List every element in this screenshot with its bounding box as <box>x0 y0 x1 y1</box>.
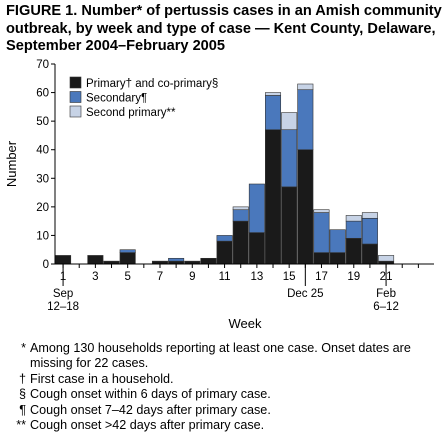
figure-title: FIGURE 1. Number* of pertussis cases in … <box>6 3 442 54</box>
date-label-week-1-line-2: 12–18 <box>47 301 79 313</box>
bar-week-14-series-1 <box>265 129 282 265</box>
bar-week-19-series-1 <box>345 237 362 265</box>
footnote-2: † First case in a household. <box>6 372 442 387</box>
date-label-week-21-line-1: Feb <box>376 288 396 300</box>
x-tick-label-3: 3 <box>92 271 98 283</box>
x-tick-label-17: 17 <box>315 271 328 283</box>
legend: Primary† and co-primary§ Secondary¶ Second… <box>69 76 218 119</box>
date-label-week-1-line-1: Sep <box>53 288 73 300</box>
x-axis-title: Week <box>229 316 262 331</box>
axes-layer: 01020304050607013579111315171921Sep12–18… <box>4 59 434 331</box>
bar-week-13-series-2 <box>248 183 265 233</box>
y-tick-label-70: 70 <box>36 59 49 71</box>
legend-swatch-1 <box>69 76 82 89</box>
bar-week-14-series-2 <box>265 95 282 131</box>
footnote-1: * Among 130 households reporting at least… <box>6 341 442 372</box>
legend-label-2: Secondary¶ <box>86 93 147 105</box>
legend-label-3: Second primary** <box>86 107 176 119</box>
bar-week-12-series-2 <box>232 209 249 222</box>
footnote-marker: † <box>18 371 26 386</box>
x-tick-label-13: 13 <box>250 271 263 283</box>
bar-week-8-series-2 <box>168 257 185 262</box>
bar-week-13-series-1 <box>248 232 265 265</box>
bar-week-15-series-2 <box>281 129 298 188</box>
bar-week-14-series-3 <box>265 92 282 96</box>
bar-week-5-series-2 <box>119 249 136 253</box>
bar-week-16-series-2 <box>297 89 314 151</box>
bar-week-11-series-2 <box>216 235 233 242</box>
y-tick-label-10: 10 <box>36 230 49 242</box>
legend-label-1: Primary† and co-primary§ <box>86 78 218 90</box>
y-tick-label-20: 20 <box>36 202 49 214</box>
bar-week-1-series-1 <box>55 255 72 265</box>
footnote-5: ** Cough onset >42 days after primary cas… <box>6 418 442 433</box>
footnote-4: ¶ Cough onset 7–42 days after primary cas… <box>6 403 442 418</box>
bar-week-3-series-1 <box>87 255 104 265</box>
bar-week-5-series-1 <box>119 252 136 265</box>
bar-week-20-series-2 <box>361 217 378 245</box>
footnote-text: First case in a household. <box>30 371 174 386</box>
bar-week-19-series-2 <box>345 220 362 239</box>
bar-week-10-series-1 <box>200 257 217 265</box>
footnote-text: Among 130 households reporting at least … <box>30 341 411 371</box>
x-tick-label-19: 19 <box>347 271 360 283</box>
bar-week-15-series-1 <box>281 186 298 265</box>
bar-week-21-series-3 <box>378 255 395 262</box>
date-label-week-16-line-1: Dec 25 <box>287 288 323 300</box>
bar-week-16-series-3 <box>297 83 314 91</box>
footnote-marker: ¶ <box>19 402 26 417</box>
footnote-text: Cough onset 7–42 days after primary case… <box>30 402 271 417</box>
bar-week-18-series-2 <box>329 229 346 253</box>
footnote-text: Cough onset within 6 days of primary cas… <box>30 387 271 402</box>
date-label-week-21-line-2: 6–12 <box>373 301 399 313</box>
footnote-marker: * <box>21 341 26 355</box>
bar-week-12-series-1 <box>232 220 249 265</box>
x-tick-label-9: 9 <box>189 271 195 283</box>
bar-week-16-series-1 <box>297 149 314 265</box>
bar-week-17-series-2 <box>313 212 330 253</box>
footnote-text: Cough onset >42 days after primary case. <box>30 418 265 433</box>
y-axis-title: Number <box>4 140 19 187</box>
bar-week-20-series-1 <box>361 243 378 265</box>
y-tick-label-0: 0 <box>43 259 49 271</box>
y-tick-label-30: 30 <box>36 173 49 185</box>
y-tick-label-60: 60 <box>36 88 49 100</box>
footnote-3: § Cough onset within 6 days of primary ca… <box>6 387 442 402</box>
footnotes: * Among 130 households reporting at least… <box>6 341 442 433</box>
y-tick-label-50: 50 <box>36 116 49 128</box>
bars-layer <box>55 83 395 265</box>
footnote-marker: ** <box>16 418 26 433</box>
bar-week-15-series-3 <box>281 112 298 131</box>
bar-week-17-series-3 <box>313 209 330 213</box>
bar-week-20-series-3 <box>361 212 378 219</box>
stacked-bar-chart: 01020304050607013579111315171921Sep12–18… <box>4 59 434 331</box>
bar-week-18-series-1 <box>329 252 346 265</box>
legend-swatch-3 <box>69 105 82 118</box>
x-tick-label-5: 5 <box>124 271 130 283</box>
bar-week-12-series-3 <box>232 206 249 211</box>
bar-week-17-series-1 <box>313 252 330 265</box>
x-tick-label-15: 15 <box>283 271 296 283</box>
legend-swatch-2 <box>69 91 82 103</box>
y-tick-label-40: 40 <box>36 145 49 157</box>
x-tick-label-11: 11 <box>219 271 231 283</box>
footnote-marker: § <box>18 387 26 402</box>
bar-week-19-series-3 <box>345 215 362 222</box>
bar-week-11-series-1 <box>216 240 233 265</box>
x-tick-label-7: 7 <box>157 271 163 283</box>
